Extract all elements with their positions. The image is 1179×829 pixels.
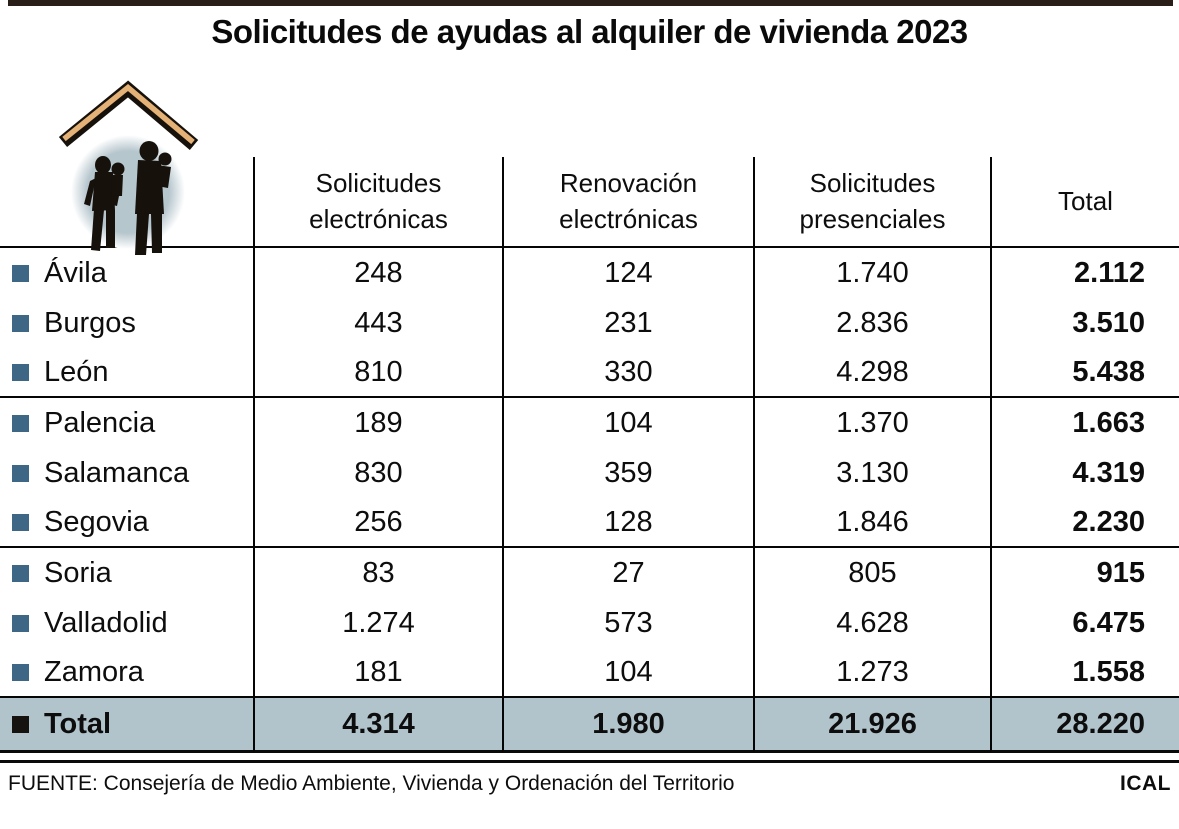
row-total-cell: 4.319 <box>990 448 1179 498</box>
data-cell: 4.628 <box>753 598 990 648</box>
total-row-bullet-icon <box>12 715 29 733</box>
data-cell: 443 <box>253 298 502 348</box>
roof-icon <box>58 80 199 150</box>
row-label-cell: León <box>0 348 253 398</box>
data-cell: 1.273 <box>753 648 990 698</box>
top-rule-bar <box>8 0 1173 6</box>
data-cell: 4.298 <box>753 348 990 398</box>
row-bullet-icon <box>12 564 29 582</box>
data-cell: 3.130 <box>753 448 990 498</box>
row-bullet-icon <box>12 663 29 681</box>
data-cell: 359 <box>502 448 753 498</box>
row-label: Soria <box>44 556 112 589</box>
total-cell-renovacion-electronicas: 1.980 <box>502 698 753 753</box>
column-header-solicitudes-electronicas: Solicitudes electrónicas <box>253 157 502 248</box>
total-cell-solicitudes-presenciales: 21.926 <box>753 698 990 753</box>
row-bullet-icon <box>12 314 29 332</box>
family-house-icon <box>58 80 199 255</box>
row-label: Ávila <box>44 256 107 289</box>
row-label: León <box>44 355 109 388</box>
row-bullet-icon <box>12 513 29 531</box>
agency-credit: ICAL <box>1120 772 1171 795</box>
row-label: Palencia <box>44 406 156 439</box>
row-label: Salamanca <box>44 456 190 489</box>
data-cell: 573 <box>502 598 753 648</box>
family-silhouette-icon <box>84 141 172 255</box>
data-cell: 104 <box>502 648 753 698</box>
data-cell: 104 <box>502 398 753 448</box>
page-title: Solicitudes de ayudas al alquiler de viv… <box>211 13 968 50</box>
data-table: Solicitudes electrónicas Renovación elec… <box>0 157 1179 753</box>
row-total-cell: 1.558 <box>990 648 1179 698</box>
data-cell: 231 <box>502 298 753 348</box>
data-cell: 810 <box>253 348 502 398</box>
housing-logo <box>56 78 204 256</box>
data-cell: 248 <box>253 248 502 298</box>
row-bullet-icon <box>12 363 29 381</box>
row-label: Zamora <box>44 655 144 688</box>
data-cell: 181 <box>253 648 502 698</box>
row-bullet-icon <box>12 264 29 282</box>
row-total-cell: 6.475 <box>990 598 1179 648</box>
row-label-cell: Burgos <box>0 298 253 348</box>
data-cell: 1.370 <box>753 398 990 448</box>
row-total-cell: 5.438 <box>990 348 1179 398</box>
data-cell: 27 <box>502 548 753 598</box>
total-cell-grand-total: 28.220 <box>990 698 1179 753</box>
data-cell: 1.274 <box>253 598 502 648</box>
row-label-cell: Segovia <box>0 498 253 548</box>
data-cell: 805 <box>753 548 990 598</box>
data-cell: 330 <box>502 348 753 398</box>
row-total-cell: 2.112 <box>990 248 1179 298</box>
data-cell: 256 <box>253 498 502 548</box>
row-bullet-icon <box>12 614 29 632</box>
total-cell-solicitudes-electronicas: 4.314 <box>253 698 502 753</box>
row-total-cell: 3.510 <box>990 298 1179 348</box>
row-label-cell: Zamora <box>0 648 253 698</box>
data-cell: 2.836 <box>753 298 990 348</box>
data-cell: 83 <box>253 548 502 598</box>
column-header-solicitudes-presenciales: Solicitudes presenciales <box>753 157 990 248</box>
row-label: Valladolid <box>44 606 168 639</box>
data-cell: 128 <box>502 498 753 548</box>
row-label-cell: Salamanca <box>0 448 253 498</box>
bottom-rule-bar <box>0 760 1179 763</box>
row-label-cell: Ávila <box>0 248 253 298</box>
row-label-cell: Valladolid <box>0 598 253 648</box>
footer: FUENTE: Consejería de Medio Ambiente, Vi… <box>0 763 1179 796</box>
row-bullet-icon <box>12 464 29 482</box>
row-total-cell: 915 <box>990 548 1179 598</box>
data-cell: 1.846 <box>753 498 990 548</box>
source-text: FUENTE: Consejería de Medio Ambiente, Vi… <box>8 772 735 795</box>
row-bullet-icon <box>12 414 29 432</box>
total-row-label: Total <box>44 707 112 740</box>
row-label: Segovia <box>44 505 149 538</box>
row-label-cell: Soria <box>0 548 253 598</box>
column-header-renovacion-electronicas: Renovación electrónicas <box>502 157 753 248</box>
data-cell: 189 <box>253 398 502 448</box>
data-cell: 830 <box>253 448 502 498</box>
data-cell: 124 <box>502 248 753 298</box>
data-cell: 1.740 <box>753 248 990 298</box>
column-header-total: Total <box>990 157 1179 248</box>
row-total-cell: 2.230 <box>990 498 1179 548</box>
row-label-cell: Palencia <box>0 398 253 448</box>
row-total-cell: 1.663 <box>990 398 1179 448</box>
total-row-label-cell: Total <box>0 698 253 753</box>
row-label: Burgos <box>44 306 136 339</box>
